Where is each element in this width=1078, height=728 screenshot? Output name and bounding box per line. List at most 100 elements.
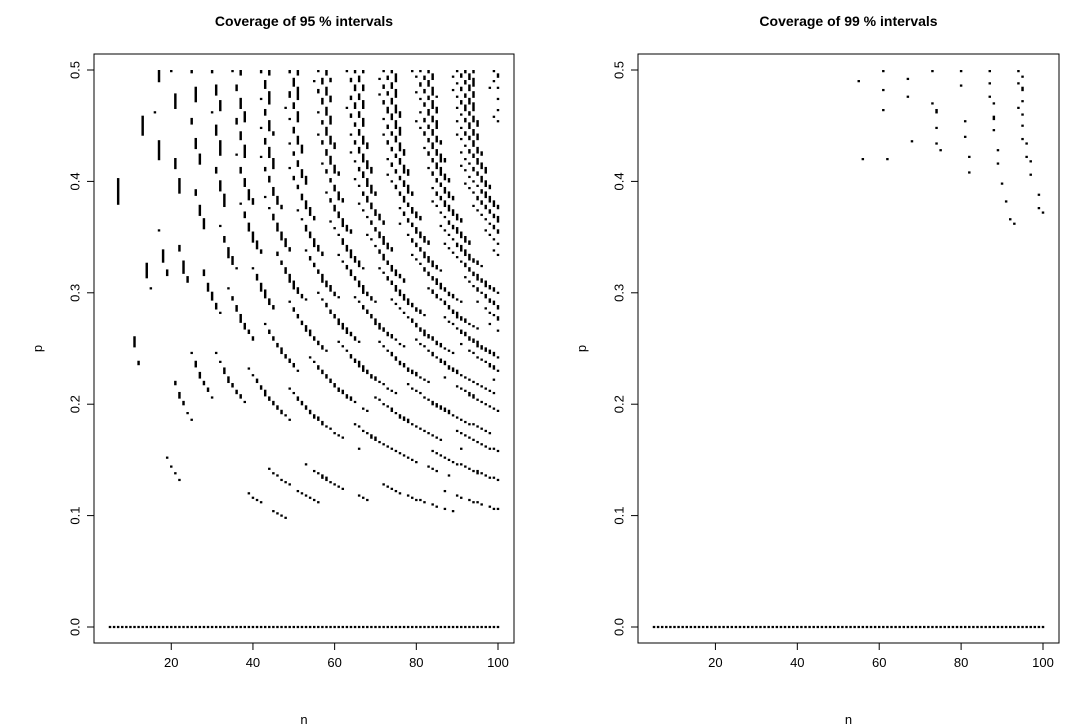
coverage-cell — [149, 287, 153, 290]
coverage-cell — [243, 322, 246, 330]
coverage-cell — [398, 111, 402, 118]
coverage-cell — [472, 115, 475, 123]
y-tick-label: 0.1 — [67, 507, 82, 525]
coverage-cell — [370, 313, 373, 319]
coverage-cell — [337, 253, 340, 257]
coverage-cell — [468, 162, 471, 165]
coverage-cell — [455, 95, 459, 98]
coverage-cell — [280, 231, 283, 241]
coverage-cell — [406, 456, 410, 459]
coverage-cell — [423, 235, 426, 243]
coverage-cell — [480, 162, 483, 170]
coverage-cell — [423, 378, 426, 381]
coverage-cell — [455, 227, 459, 234]
coverage-cell — [468, 322, 471, 326]
coverage-cell — [390, 298, 394, 301]
coverage-cell — [492, 391, 496, 395]
coverage-cell — [484, 218, 487, 221]
coverage-cell — [170, 70, 173, 73]
coverage-cell — [1021, 625, 1024, 629]
coverage-cell — [366, 215, 369, 219]
coverage-cell — [247, 189, 251, 201]
coverage-cell — [186, 412, 189, 415]
coverage-cell — [443, 300, 447, 306]
coverage-cell — [464, 93, 467, 98]
coverage-cell — [390, 389, 394, 392]
coverage-cell — [374, 318, 377, 326]
coverage-cell — [447, 458, 451, 462]
coverage-cell — [492, 200, 496, 208]
coverage-cell — [349, 77, 353, 83]
coverage-cell — [378, 249, 381, 254]
coverage-cell — [353, 178, 357, 181]
coverage-cell — [304, 325, 308, 332]
x-axis: 20 40 60 80 100 — [708, 642, 1054, 670]
coverage-cell — [496, 86, 500, 89]
coverage-cell — [411, 302, 414, 308]
coverage-cell — [247, 329, 251, 335]
coverage-cell — [468, 253, 471, 261]
coverage-cell — [460, 387, 463, 390]
coverage-cell — [394, 104, 398, 114]
coverage-cell — [357, 360, 361, 368]
coverage-cell — [472, 469, 475, 473]
coverage-cell — [955, 625, 959, 629]
coverage-cell — [263, 322, 267, 326]
coverage-cell — [366, 291, 369, 297]
coverage-cell — [480, 291, 483, 294]
coverage-cell — [312, 80, 316, 83]
coverage-cell — [451, 209, 455, 216]
coverage-cell — [284, 481, 287, 484]
coverage-cell — [239, 625, 242, 629]
coverage-cell — [374, 191, 377, 196]
coverage-cell — [488, 233, 492, 236]
coverage-cell — [415, 242, 418, 248]
coverage-cell — [492, 625, 496, 629]
coverage-cell — [480, 175, 483, 183]
coverage-cell — [939, 625, 942, 629]
coverage-cell — [288, 70, 291, 74]
coverage-cell — [488, 362, 492, 368]
coverage-cell — [718, 625, 721, 629]
coverage-cell — [439, 358, 443, 363]
coverage-cell — [317, 472, 320, 475]
coverage-cell — [665, 625, 668, 629]
coverage-cell — [468, 240, 471, 245]
coverage-cell — [292, 126, 296, 134]
coverage-cell — [484, 280, 487, 288]
coverage-cell — [476, 209, 479, 212]
coverage-cell — [931, 102, 934, 105]
coverage-cell — [472, 380, 475, 384]
coverage-cell — [455, 429, 459, 433]
coverage-cell — [431, 336, 434, 341]
coverage-cell — [308, 231, 312, 239]
coverage-cell — [247, 367, 251, 370]
y-tick-label: 0.0 — [611, 618, 626, 636]
coverage-cell — [398, 273, 402, 279]
coverage-cell — [157, 70, 161, 83]
coverage-cell — [1021, 137, 1024, 141]
coverage-cell — [677, 625, 680, 629]
coverage-cell — [402, 211, 406, 216]
coverage-cell — [268, 91, 271, 105]
coverage-cell — [182, 400, 185, 406]
coverage-cell — [488, 476, 492, 479]
coverage-cell — [488, 184, 492, 190]
coverage-cell — [480, 345, 483, 350]
coverage-cell — [496, 253, 500, 257]
coverage-cell — [353, 256, 357, 263]
coverage-cell — [210, 291, 214, 301]
coverage-cell — [292, 307, 296, 312]
coverage-cell — [439, 438, 443, 441]
coverage-cell — [894, 625, 897, 629]
coverage-cell — [652, 625, 656, 629]
coverage-cell — [272, 625, 275, 629]
coverage-cell — [394, 169, 398, 174]
coverage-cell — [431, 158, 434, 163]
coverage-cell — [431, 467, 434, 470]
coverage-cell — [349, 133, 353, 136]
coverage-cell — [280, 478, 283, 482]
coverage-cell — [423, 131, 426, 136]
coverage-cell — [349, 625, 353, 629]
coverage-cell — [374, 300, 377, 303]
